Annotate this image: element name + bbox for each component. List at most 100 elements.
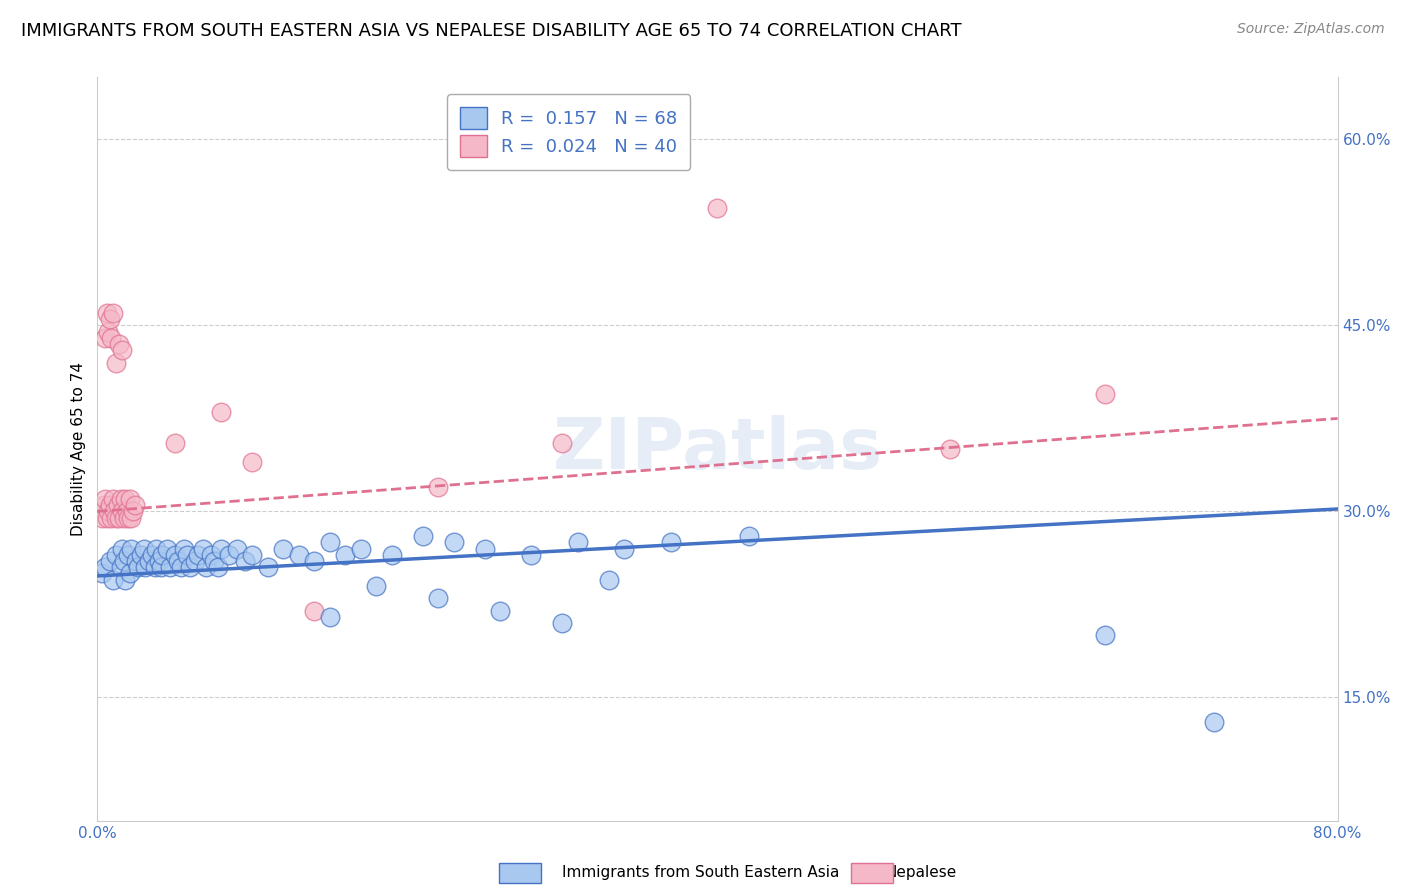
- Point: [101, 306, 124, 320]
- Point: [489, 604, 512, 618]
- Point: [111, 541, 134, 556]
- Text: Nepalese: Nepalese: [886, 865, 957, 880]
- Point: [112, 554, 135, 568]
- Text: ZIPatlas: ZIPatlas: [553, 415, 883, 484]
- Point: [112, 510, 135, 524]
- Point: [110, 560, 132, 574]
- Point: [167, 554, 190, 568]
- Point: [427, 591, 450, 606]
- Point: [159, 560, 181, 574]
- Point: [104, 510, 127, 524]
- Point: [200, 548, 222, 562]
- Point: [101, 573, 124, 587]
- Text: Immigrants from South Eastern Asia: Immigrants from South Eastern Asia: [562, 865, 839, 880]
- Point: [273, 541, 295, 556]
- Point: [111, 343, 134, 358]
- Point: [474, 541, 496, 556]
- Point: [125, 554, 148, 568]
- Point: [613, 541, 636, 556]
- Point: [706, 201, 728, 215]
- Point: [120, 541, 142, 556]
- Point: [141, 548, 163, 562]
- Point: [225, 541, 247, 556]
- Point: [598, 573, 620, 587]
- Point: [110, 491, 132, 506]
- Point: [148, 554, 170, 568]
- Point: [101, 491, 124, 506]
- Point: [288, 548, 311, 562]
- Point: [114, 491, 136, 506]
- Point: [1094, 386, 1116, 401]
- Point: [96, 510, 118, 524]
- Text: IMMIGRANTS FROM SOUTH EASTERN ASIA VS NEPALESE DISABILITY AGE 65 TO 74 CORRELATI: IMMIGRANTS FROM SOUTH EASTERN ASIA VS NE…: [21, 22, 962, 40]
- Point: [191, 541, 214, 556]
- Point: [319, 610, 342, 624]
- Point: [100, 331, 122, 345]
- Point: [659, 535, 682, 549]
- Point: [176, 548, 198, 562]
- Point: [117, 548, 139, 562]
- Point: [443, 535, 465, 549]
- Point: [551, 436, 574, 450]
- Point: [111, 504, 134, 518]
- Point: [202, 554, 225, 568]
- Point: [118, 491, 141, 506]
- Point: [97, 504, 120, 518]
- Y-axis label: Disability Age 65 to 74: Disability Age 65 to 74: [72, 362, 86, 536]
- Point: [194, 560, 217, 574]
- Point: [152, 548, 174, 562]
- Point: [163, 548, 186, 562]
- Point: [94, 331, 117, 345]
- Point: [381, 548, 404, 562]
- Point: [1202, 715, 1225, 730]
- Point: [93, 498, 115, 512]
- Point: [335, 548, 357, 562]
- Point: [127, 560, 149, 574]
- Point: [98, 312, 121, 326]
- Point: [103, 504, 125, 518]
- Point: [184, 554, 207, 568]
- Point: [134, 560, 156, 574]
- Point: [170, 560, 193, 574]
- Point: [939, 442, 962, 457]
- Point: [520, 548, 543, 562]
- Point: [118, 566, 141, 581]
- Point: [120, 510, 142, 524]
- Point: [173, 541, 195, 556]
- Point: [366, 579, 388, 593]
- Point: [179, 560, 201, 574]
- Point: [567, 535, 589, 549]
- Legend: R =  0.157   N = 68, R =  0.024   N = 40: R = 0.157 N = 68, R = 0.024 N = 40: [447, 94, 690, 169]
- Point: [218, 548, 240, 562]
- Point: [163, 436, 186, 450]
- Point: [242, 548, 264, 562]
- Point: [187, 548, 209, 562]
- Point: [114, 573, 136, 587]
- Point: [91, 566, 114, 581]
- Point: [122, 504, 145, 518]
- Point: [304, 604, 326, 618]
- Point: [104, 356, 127, 370]
- Point: [96, 306, 118, 320]
- Point: [117, 510, 139, 524]
- Point: [115, 504, 138, 518]
- Text: Source: ZipAtlas.com: Source: ZipAtlas.com: [1237, 22, 1385, 37]
- Point: [98, 554, 121, 568]
- Point: [209, 405, 232, 419]
- Point: [319, 535, 342, 549]
- Point: [143, 560, 166, 574]
- Point: [94, 560, 117, 574]
- Point: [551, 615, 574, 630]
- Point: [149, 560, 172, 574]
- Point: [98, 498, 121, 512]
- Point: [737, 529, 759, 543]
- Point: [145, 541, 167, 556]
- Point: [350, 541, 373, 556]
- Point: [156, 541, 179, 556]
- Point: [207, 560, 229, 574]
- Point: [233, 554, 256, 568]
- Point: [412, 529, 434, 543]
- Point: [107, 498, 129, 512]
- Point: [108, 337, 131, 351]
- Point: [132, 541, 155, 556]
